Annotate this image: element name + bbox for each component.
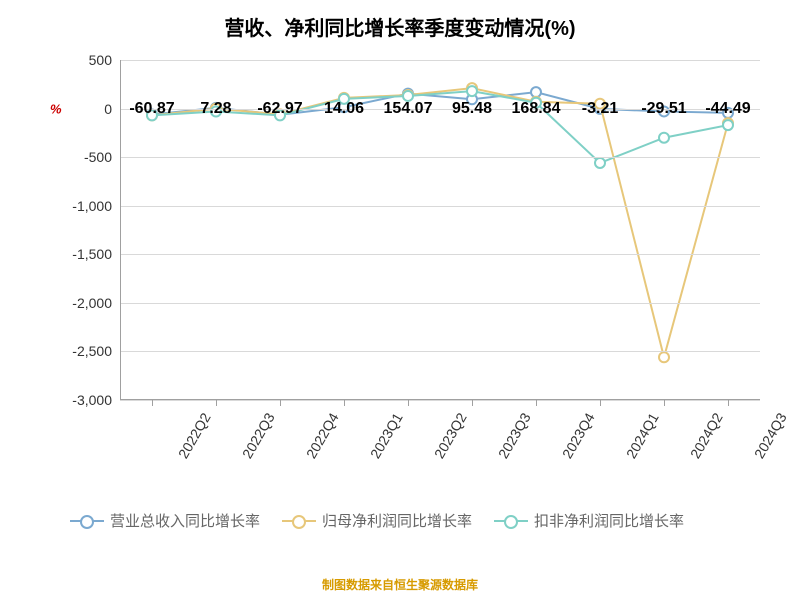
ytick-label: 0 xyxy=(104,101,112,117)
xtick-label: 2024Q1 xyxy=(623,410,662,461)
legend-swatch xyxy=(494,520,528,522)
grid-line xyxy=(120,303,760,304)
data-label: -60.87 xyxy=(129,100,174,118)
xtick-mark xyxy=(344,400,345,406)
legend: 营业总收入同比增长率 归母净利润同比增长率 扣非净利润同比增长率 xyxy=(70,510,770,531)
xtick-label: 2023Q2 xyxy=(431,410,470,461)
legend-label: 营业总收入同比增长率 xyxy=(110,510,260,531)
data-label: -44.49 xyxy=(705,100,750,118)
xtick-label: 2024Q2 xyxy=(687,410,726,461)
legend-marker-icon xyxy=(80,515,94,529)
series-marker xyxy=(595,158,605,168)
grid-line xyxy=(120,254,760,255)
series-marker xyxy=(659,133,669,143)
data-label: -3.21 xyxy=(582,100,618,118)
ytick-label: -2,000 xyxy=(72,295,112,311)
data-label: 168.84 xyxy=(512,100,561,118)
xtick-mark xyxy=(216,400,217,406)
legend-marker-icon xyxy=(504,515,518,529)
chart-container: 营收、净利同比增长率季度变动情况(%) % 营业总收入同比增长率 归母净利润同比增… xyxy=(0,0,800,600)
xtick-label: 2023Q4 xyxy=(559,410,598,461)
series-marker xyxy=(531,87,541,97)
legend-label: 扣非净利润同比增长率 xyxy=(534,510,684,531)
xtick-mark xyxy=(728,400,729,406)
footer-note: 制图数据来自恒生聚源数据库 xyxy=(0,576,800,593)
xtick-label: 2022Q3 xyxy=(239,410,278,461)
grid-line xyxy=(120,60,760,61)
xtick-label: 2023Q1 xyxy=(367,410,406,461)
grid-line xyxy=(120,157,760,158)
series-marker xyxy=(467,86,477,96)
data-label: 95.48 xyxy=(452,100,492,118)
xtick-mark xyxy=(600,400,601,406)
xtick-label: 2022Q2 xyxy=(175,410,214,461)
legend-marker-icon xyxy=(292,515,306,529)
ytick-label: 500 xyxy=(89,52,112,68)
xtick-mark xyxy=(280,400,281,406)
xtick-mark xyxy=(408,400,409,406)
data-label: 154.07 xyxy=(384,100,433,118)
xtick-mark xyxy=(472,400,473,406)
series-marker xyxy=(723,120,733,130)
data-label: -62.97 xyxy=(257,100,302,118)
grid-line xyxy=(120,206,760,207)
xtick-label: 2022Q4 xyxy=(303,410,342,461)
ytick-label: -500 xyxy=(84,149,112,165)
xtick-mark xyxy=(536,400,537,406)
legend-item: 归母净利润同比增长率 xyxy=(282,510,472,531)
series-line xyxy=(152,88,728,357)
grid-line xyxy=(120,351,760,352)
legend-label: 归母净利润同比增长率 xyxy=(322,510,472,531)
data-label: 7.28 xyxy=(200,100,231,118)
data-label: -29.51 xyxy=(641,100,686,118)
axis-line xyxy=(120,60,121,400)
legend-swatch xyxy=(282,520,316,522)
xtick-label: 2024Q3 xyxy=(751,410,790,461)
legend-item: 营业总收入同比增长率 xyxy=(70,510,260,531)
chart-title: 营收、净利同比增长率季度变动情况(%) xyxy=(0,12,800,41)
series-marker xyxy=(659,352,669,362)
legend-swatch xyxy=(70,520,104,522)
ytick-label: -3,000 xyxy=(72,392,112,408)
data-label: 14.06 xyxy=(324,100,364,118)
xtick-mark xyxy=(664,400,665,406)
y-axis-label: % xyxy=(50,101,62,116)
legend-item: 扣非净利润同比增长率 xyxy=(494,510,684,531)
xtick-mark xyxy=(152,400,153,406)
ytick-label: -1,500 xyxy=(72,246,112,262)
ytick-label: -2,500 xyxy=(72,343,112,359)
ytick-label: -1,000 xyxy=(72,198,112,214)
xtick-label: 2023Q3 xyxy=(495,410,534,461)
